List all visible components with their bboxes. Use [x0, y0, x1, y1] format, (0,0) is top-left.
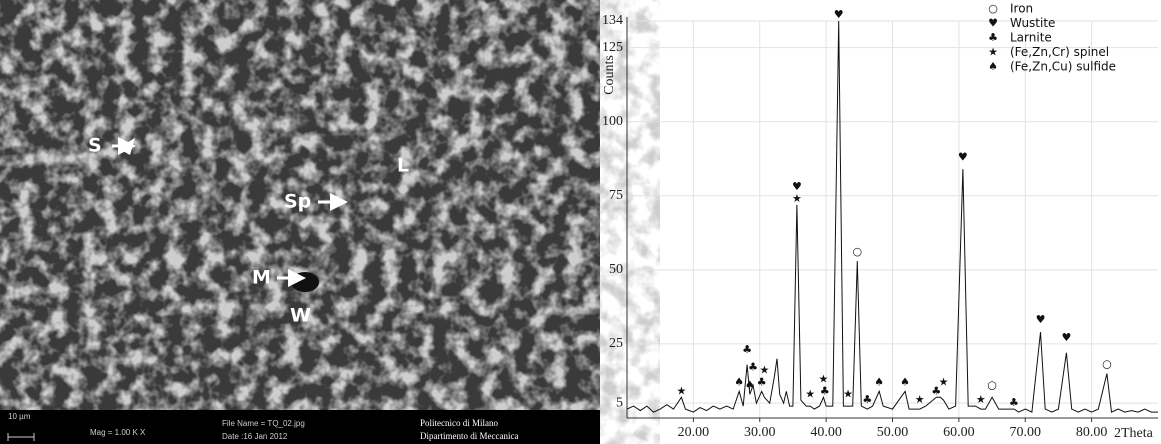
phase-marker: ♠	[734, 375, 744, 388]
diffraction-line	[626, 20, 1158, 413]
legend-symbol: ♣	[988, 31, 998, 44]
x-tick-label: 70.00	[1010, 425, 1042, 440]
legend-label: (Fe,Zn,Cr) spinel	[1010, 45, 1109, 59]
phase-marker: ♠	[874, 375, 884, 388]
scale-label: 10 µm	[8, 412, 31, 421]
y-tick-label: 75	[609, 188, 623, 203]
phase-marker: ★	[915, 393, 925, 406]
phase-marker: ♣	[820, 384, 830, 397]
phase-label: S	[88, 135, 102, 157]
phase-marker: ♣	[742, 343, 752, 356]
x-tick-label: 30.00	[744, 425, 776, 440]
phase-marker: ★	[792, 192, 802, 205]
y-tick-label: 125	[602, 40, 623, 55]
file-name: File Name = TQ_02.jpg	[222, 419, 305, 428]
y-axis-label: Counts	[602, 55, 617, 95]
x-tick-label: 80.00	[1076, 425, 1108, 440]
phase-marker: ♠	[745, 378, 755, 391]
phase-marker: ♣	[757, 375, 767, 388]
phase-marker: ★	[819, 372, 829, 385]
chart: Counts 2Theta 5 25 50 75 100 125 134 20.00 30.00…	[602, 2, 1158, 441]
phase-marker: ♠	[900, 375, 910, 388]
department: Dipartimento di Meccanica	[420, 431, 518, 441]
legend-symbol: ★	[988, 46, 998, 59]
x-tick-label: 40.00	[810, 425, 842, 440]
y-tick-label: 25	[609, 336, 623, 351]
micrograph: S Sp L M W 10 µm Mag = 1.00 K X File Nam…	[0, 0, 600, 444]
date: Date :16 Jan 2012	[222, 432, 288, 441]
magnification: Mag = 1.00 K X	[90, 428, 146, 437]
phase-marker: ★	[976, 393, 986, 406]
y-tick-label: 100	[602, 114, 623, 129]
x-axis-label: 2Theta	[1114, 426, 1154, 441]
scale-bar	[7, 433, 35, 441]
phase-marker: ★	[805, 387, 815, 400]
phase-marker: ♣	[1009, 396, 1019, 409]
legend-label: (Fe,Zn,Cu) sulfide	[1010, 60, 1116, 74]
x-tick-label: 60.00	[943, 425, 975, 440]
phase-marker: ○	[1102, 358, 1112, 371]
phase-marker: ♣	[931, 384, 941, 397]
phase-marker: ★	[843, 387, 853, 400]
info-bar	[0, 410, 600, 444]
micrograph-texture	[0, 0, 600, 410]
phase-label: M	[252, 267, 271, 289]
legend-symbol: ♠	[988, 60, 998, 73]
y-tick-label: 50	[609, 262, 623, 277]
phase-label: Sp	[284, 191, 311, 213]
phase-marker: ★	[676, 384, 686, 397]
legend-label: Iron	[1010, 2, 1033, 16]
phase-marker: ○	[853, 245, 863, 258]
iron-grain	[291, 272, 319, 292]
phase-marker: ♥	[834, 8, 844, 21]
legend-symbol: ○	[988, 2, 998, 15]
institution: Politecnico di Milano	[420, 418, 498, 428]
phase-marker: ★	[759, 364, 769, 377]
phase-marker: ♥	[1036, 313, 1046, 326]
phase-marker: ○	[987, 378, 997, 391]
phase-marker: ♥	[1061, 331, 1071, 344]
x-tick-label: 20.00	[678, 425, 710, 440]
legend-label: Wustite	[1010, 16, 1055, 30]
phase-marker: ♥	[958, 150, 968, 163]
phase-label: L	[397, 155, 409, 177]
phase-marker: ★	[939, 375, 949, 388]
phase-marker: ♣	[748, 361, 758, 374]
x-tick-label: 50.00	[877, 425, 909, 440]
legend-label: Larnite	[1010, 31, 1052, 45]
phase-marker: ♣	[862, 393, 872, 406]
phase-label: W	[290, 305, 311, 327]
y-tick-label: 134	[602, 13, 623, 28]
y-tick-label: 5	[616, 395, 623, 410]
legend-symbol: ♥	[988, 17, 998, 30]
phase-marker: ♥	[792, 180, 802, 193]
